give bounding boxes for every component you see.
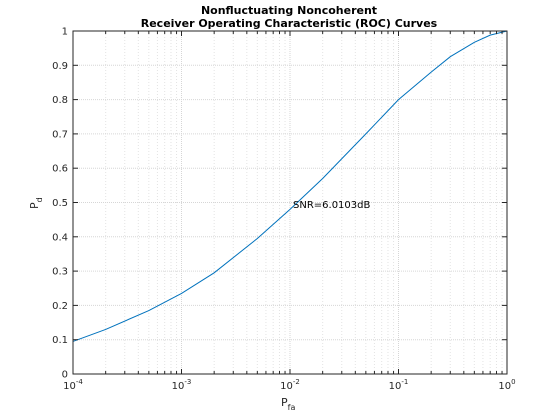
y-tick-label: 0.4: [52, 232, 68, 243]
y-tick-label: 1: [62, 27, 68, 38]
x-axis-label: Pfa: [281, 396, 295, 412]
roc-curve-line: [72, 30, 508, 342]
x-tick-label: 10-3: [172, 378, 192, 392]
chart-title-line2: Receiver Operating Characteristic (ROC) …: [141, 17, 438, 30]
y-tick-label: 0.1: [52, 335, 68, 346]
x-tick-label: 10-1: [389, 378, 409, 392]
y-tick-label: 0.7: [52, 129, 68, 140]
y-tick-label: 0.3: [52, 267, 68, 278]
y-axis-label: Pd: [28, 197, 44, 209]
x-tick-label: 10-4: [63, 378, 83, 392]
x-tick-label: 100: [498, 378, 515, 392]
y-tick-label: 0.6: [52, 164, 68, 175]
y-tick-label: 0: [62, 370, 68, 381]
tick-layer: 0 0.1 0.2 0.3 0.4 0.5 0.6 0.7 0.8 0.9 1 10-4 10-3 10-…: [52, 27, 516, 393]
grid: [72, 30, 508, 375]
snr-annotation: SNR=6.0103dB: [293, 200, 370, 211]
y-tick-label: 0.2: [52, 301, 68, 312]
x-tick-label: 10-2: [280, 378, 300, 392]
y-tick-label: 0.5: [52, 198, 68, 209]
chart-title-line1: Nonfluctuating Noncoherent: [201, 4, 377, 17]
y-tick-label: 0.9: [52, 61, 68, 72]
y-tick-label: 0.8: [52, 95, 68, 106]
series-layer: [72, 30, 508, 342]
